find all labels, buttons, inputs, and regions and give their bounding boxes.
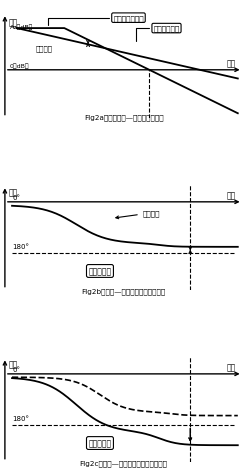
Text: 反馈后的增益: 反馈后的增益: [136, 26, 180, 42]
Text: FIg2c．相位—频率特性曲线图：不稳定: FIg2c．相位—频率特性曲线图：不稳定: [80, 459, 168, 466]
Text: 180°: 180°: [12, 244, 29, 249]
Text: FIg2b．相位—频率特性曲线图：稳定: FIg2b．相位—频率特性曲线图：稳定: [82, 288, 166, 295]
Text: 180°: 180°: [12, 415, 29, 421]
Text: 频率: 频率: [226, 191, 235, 200]
Text: FIg2a．电压增益—频率特性曲线图: FIg2a．电压增益—频率特性曲线图: [84, 114, 164, 120]
Text: 相位: 相位: [9, 188, 18, 197]
Text: 0°: 0°: [12, 195, 20, 201]
Text: 频率: 频率: [226, 59, 235, 68]
Text: 相位: 相位: [9, 360, 18, 369]
Text: 运算放大器增益: 运算放大器增益: [48, 15, 144, 26]
Text: 0（dB）: 0（dB）: [10, 63, 29, 69]
Text: 0°: 0°: [12, 367, 20, 372]
Text: 增益: 增益: [9, 19, 18, 28]
Text: 无相位裕度: 无相位裕度: [88, 438, 111, 447]
Text: 频率: 频率: [226, 363, 235, 372]
Text: 位置延迟: 位置延迟: [116, 210, 160, 219]
Text: 有相位裕度: 有相位裕度: [88, 267, 111, 276]
Text: Av（dB）: Av（dB）: [10, 24, 33, 30]
Text: 环路增益: 环路增益: [36, 46, 53, 52]
